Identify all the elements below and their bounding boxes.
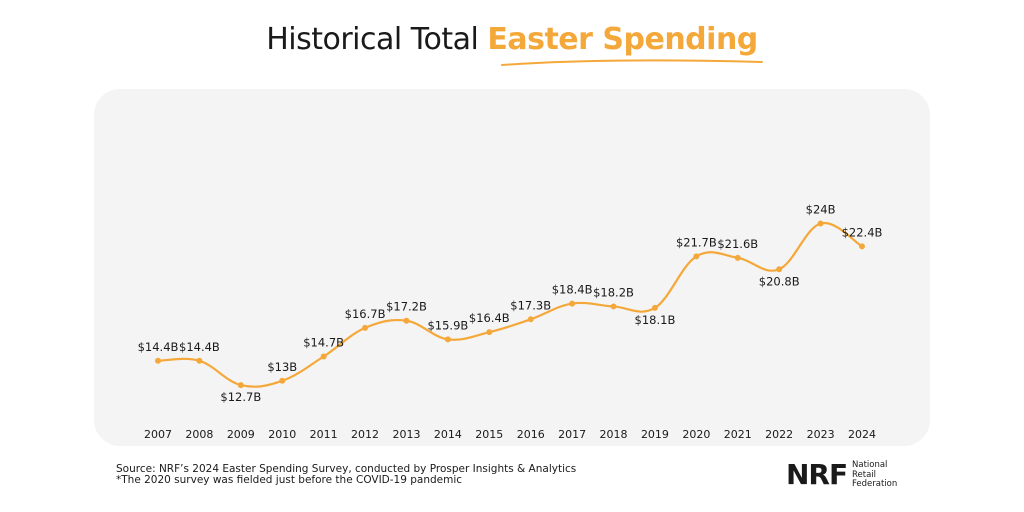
data-label: $24B	[806, 203, 836, 217]
title-underline	[501, 59, 763, 66]
data-label: $17.2B	[386, 300, 427, 314]
source-text: Source: NRF’s 2024 Easter Spending Surve…	[116, 463, 577, 475]
data-point	[859, 243, 865, 250]
data-label: $21.6B	[717, 237, 758, 251]
data-point	[362, 324, 369, 331]
data-point	[527, 316, 534, 323]
x-tick-label: 2021	[724, 428, 752, 441]
data-label: $16.7B	[345, 307, 386, 321]
chart-title: Historical Total Easter Spending	[0, 22, 1024, 57]
data-point	[403, 317, 410, 324]
x-tick-label: 2022	[765, 428, 793, 441]
data-point	[444, 336, 451, 343]
data-point	[569, 300, 576, 307]
logo-line-1: National	[852, 460, 888, 470]
data-label: $14.4B	[138, 340, 179, 354]
x-tick-label: 2008	[185, 428, 213, 441]
data-point	[651, 304, 658, 311]
x-tick-label: 2023	[807, 428, 835, 441]
data-point	[279, 377, 286, 384]
chart-panel	[94, 89, 930, 446]
data-label: $18.2B	[593, 285, 634, 299]
x-tick-label: 2012	[351, 428, 379, 441]
data-label: $20.8B	[759, 274, 800, 288]
data-label: $17.3B	[510, 298, 551, 312]
logo-line-2: Retail	[852, 469, 877, 480]
data-label: $21.7B	[676, 235, 717, 249]
data-label: $18.1B	[635, 313, 676, 327]
x-tick-label: 2013	[392, 428, 420, 441]
data-label: $22.4B	[842, 225, 883, 239]
x-tick-label: 2011	[310, 428, 338, 441]
data-point	[196, 357, 203, 364]
x-tick-label: 2017	[558, 428, 586, 441]
footnote-text: *The 2020 survey was fielded just before…	[116, 474, 463, 486]
data-point	[155, 357, 161, 364]
x-tick-label: 2007	[144, 428, 172, 441]
data-point	[237, 382, 244, 389]
data-label: $16.4B	[469, 311, 510, 325]
x-tick-label: 2010	[268, 428, 296, 441]
data-point	[610, 303, 617, 310]
data-label: $18.4B	[552, 283, 593, 297]
x-tick-label: 2019	[641, 428, 669, 441]
data-point	[320, 353, 327, 360]
x-tick-label: 2014	[434, 428, 462, 441]
data-point	[734, 254, 741, 261]
source-note: Source: NRF’s 2024 Easter Spending Surve…	[116, 464, 576, 486]
logo-line-3: Federation	[852, 479, 898, 489]
x-tick-label: 2018	[600, 428, 628, 441]
data-label: $13B	[267, 360, 297, 374]
x-tick-label: 2020	[682, 428, 710, 441]
data-point	[486, 329, 493, 336]
title-prefix: Historical Total	[266, 22, 488, 57]
data-point	[693, 253, 700, 260]
x-tick-label: 2015	[475, 428, 503, 441]
data-label: $14.4B	[179, 340, 220, 354]
x-tick-label: 2009	[227, 428, 255, 441]
x-tick-label: 2016	[517, 428, 545, 441]
x-tick-label: 2024	[848, 428, 876, 441]
logo-mark: NRF	[786, 458, 848, 491]
data-point	[776, 266, 783, 273]
data-label: $14.7B	[303, 335, 344, 349]
data-label: $12.7B	[220, 390, 261, 404]
data-label: $15.9B	[427, 318, 468, 332]
title-highlight: Easter Spending	[487, 22, 758, 57]
logo-wordmark: National Retail Federation	[852, 460, 898, 490]
data-point	[817, 220, 824, 227]
